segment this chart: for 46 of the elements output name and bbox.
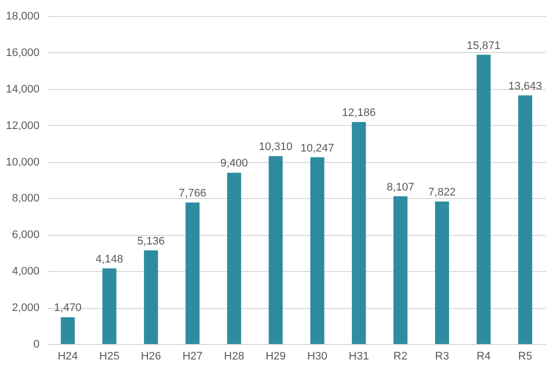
bar: [186, 202, 200, 344]
y-tick-label: 16,000: [6, 46, 40, 59]
bar: [144, 250, 158, 344]
bar: [268, 156, 283, 344]
y-tick-label: 6,000: [12, 229, 40, 242]
bar: [476, 54, 491, 344]
y-tick-label: 14,000: [6, 83, 40, 96]
data-label: 7,766: [178, 187, 206, 200]
x-tick-label: H28: [224, 350, 244, 362]
data-label: 12,186: [342, 106, 376, 119]
x-tick-label: H25: [99, 350, 120, 362]
bar: [435, 201, 450, 344]
bar: [102, 268, 116, 344]
bar: [518, 95, 532, 344]
x-tick-label: R4: [476, 350, 491, 362]
data-label: 8,107: [386, 181, 414, 194]
data-label: 15,871: [466, 40, 500, 52]
bar: [227, 172, 242, 344]
x-tick-label: H26: [140, 350, 162, 362]
y-tick-label: 4,000: [12, 266, 40, 278]
x-tick-label: H30: [307, 350, 328, 362]
bar: [393, 196, 408, 344]
x-tick-label: R2: [393, 350, 408, 362]
y-tick-label: 8,000: [12, 192, 40, 205]
x-tick-label: R5: [518, 350, 532, 362]
x-tick-label: H24: [58, 350, 78, 362]
y-tick-label: 2,000: [12, 302, 40, 314]
data-label: 5,136: [137, 235, 165, 248]
y-tick-label: 12,000: [6, 120, 40, 132]
y-tick-label: 10,000: [6, 156, 40, 168]
data-label: 10,247: [300, 142, 334, 154]
data-label: 1,470: [54, 302, 82, 314]
data-label: 13,643: [508, 80, 542, 92]
bar: [60, 317, 75, 344]
bar: [310, 157, 324, 344]
data-label: 4,148: [96, 253, 124, 266]
x-tick-label: H29: [266, 350, 286, 362]
y-tick-label: 18,000: [6, 10, 40, 22]
x-tick-label: H27: [182, 350, 203, 362]
data-label: 7,822: [428, 186, 456, 198]
bar: [352, 122, 366, 344]
data-label: 10,310: [258, 141, 293, 154]
x-tick-label: R3: [435, 350, 450, 362]
data-label: 9,400: [220, 158, 248, 170]
x-tick-label: H31: [348, 350, 369, 362]
y-tick-label: 0: [33, 338, 40, 350]
